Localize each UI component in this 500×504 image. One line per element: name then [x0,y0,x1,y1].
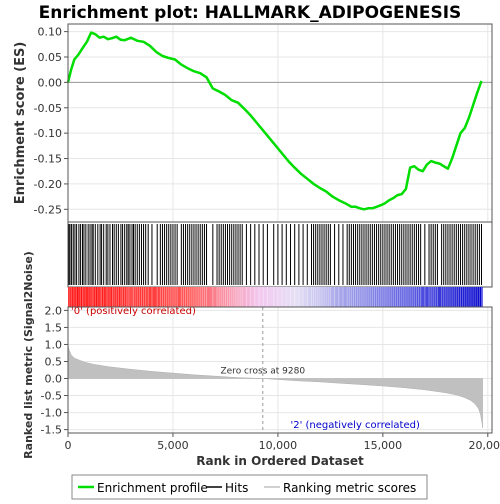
negative-correlation-label: '2' (negatively correlated) [290,420,419,431]
rank-y-tick-label: 0.5 [45,355,63,368]
chart-title: Enrichment plot: HALLMARK_ADIPOGENESIS [39,3,462,23]
legend: Enrichment profile Hits Ranking metric s… [72,475,427,499]
x-tick-label: 15,000 [364,439,403,452]
es-y-tick-label: 0.00 [38,76,63,89]
x-axis-label: Rank in Ordered Dataset [196,454,364,468]
rank-y-tick-label: -1.0 [41,407,62,420]
rank-y-tick-label: 0.0 [45,373,63,386]
legend-label-enrichment-profile: Enrichment profile [97,481,208,495]
positive-correlation-label: '0' (positively correlated) [71,306,196,317]
x-tick-label: 5,000 [157,439,189,452]
es-y-tick-label: -0.25 [34,203,62,216]
es-y-axis-label: Enrichment score (ES) [13,42,28,205]
x-tick-label: 20,000 [469,439,500,452]
zero-cross-label: Zero cross at 9280 [220,367,305,377]
rank-y-tick-label: 1.0 [45,338,63,351]
x-tick-label: 0 [65,439,72,452]
es-y-tick-label: 0.10 [38,26,63,39]
rank-y-axis-label: Ranked list metric (Signal2Noise) [22,251,35,459]
es-y-tick-label: -0.10 [34,127,62,140]
es-y-tick-label: -0.15 [34,153,62,166]
rank-y-tick-label: -1.5 [41,424,62,437]
es-y-tick-label: -0.05 [34,102,62,115]
legend-label-ranking-metric-scores: Ranking metric scores [283,481,416,495]
rank-y-tick-label: -0.5 [41,390,62,403]
rank-y-tick-label: 1.5 [45,321,63,334]
legend-label-hits: Hits [225,481,248,495]
rank-y-tick-label: 2.0 [45,304,63,317]
es-y-tick-label: 0.05 [38,51,63,64]
x-tick-label: 10,000 [259,439,298,452]
es-y-tick-label: -0.20 [34,178,62,191]
